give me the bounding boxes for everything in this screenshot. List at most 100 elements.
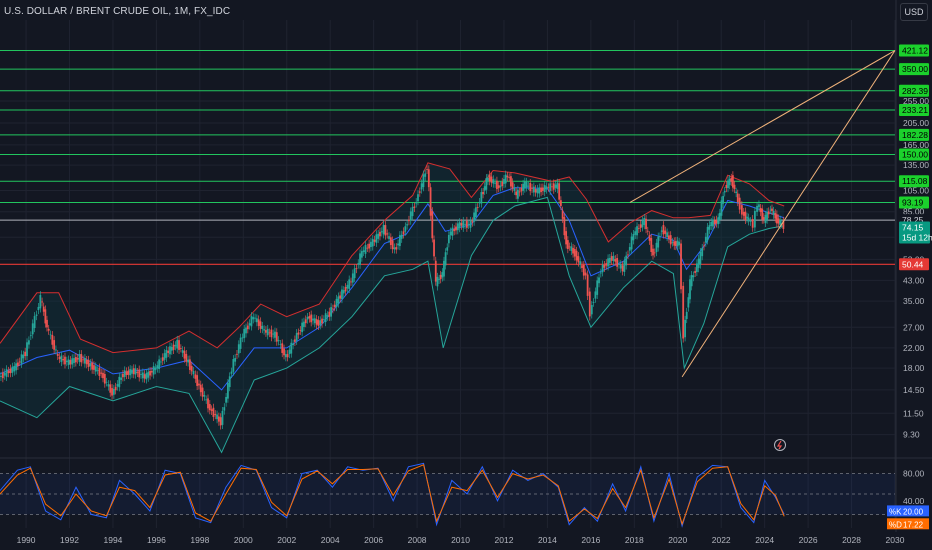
candle-body [556, 182, 559, 190]
candle-body [114, 386, 117, 391]
candle-body [105, 381, 108, 383]
candle-body [704, 236, 707, 243]
candle-body [122, 373, 124, 378]
x-tick-label: 2030 [886, 535, 905, 545]
candle-body [518, 191, 521, 193]
candle-body [740, 205, 743, 215]
candle-body [444, 252, 447, 266]
level-tag: 421.12 [902, 45, 928, 55]
candle-body [694, 271, 697, 273]
y-tick-label: 85.00 [903, 207, 925, 217]
candle-body [384, 225, 387, 236]
candle-body [179, 348, 182, 350]
candle-body [464, 223, 466, 225]
candle-body [230, 371, 233, 374]
candle-body [676, 240, 679, 247]
candle-body [3, 372, 6, 376]
candle-body [774, 213, 777, 219]
candle-body [685, 311, 688, 319]
candle-body [577, 256, 580, 263]
candle-body [158, 359, 161, 370]
candle-body [154, 367, 157, 371]
candle-body [362, 250, 365, 252]
candle-body [263, 329, 266, 331]
candle-body [551, 186, 553, 188]
stoch-d-tag-label: %D [889, 520, 902, 529]
stoch-d-tag-value: 17.22 [903, 520, 924, 529]
candle-body [777, 218, 780, 224]
candle-body [373, 239, 376, 242]
candle-body [42, 306, 45, 312]
candle-body [24, 351, 27, 357]
candle-body [614, 259, 617, 262]
candle-body [455, 226, 457, 231]
x-tick-label: 2012 [495, 535, 514, 545]
candle-body [453, 229, 456, 232]
candle-body [132, 368, 135, 375]
candle-body [634, 231, 637, 235]
candle-body [232, 359, 235, 372]
candle-body [568, 246, 571, 248]
candle-body [469, 220, 472, 228]
candle-body [28, 340, 30, 345]
candle-body [315, 319, 318, 325]
level-tag: 282.39 [902, 86, 928, 96]
candle-body [140, 374, 142, 375]
candle-body [245, 327, 247, 334]
candle-body [322, 319, 325, 321]
candle-body [503, 179, 505, 184]
candle-body [243, 328, 246, 339]
candle-body [380, 231, 383, 233]
candle-body [203, 395, 206, 397]
candle-body [650, 238, 653, 253]
candle-body [449, 231, 452, 236]
candle-body [594, 291, 597, 299]
currency-button[interactable]: USD [900, 3, 928, 21]
candle-body [100, 372, 103, 374]
stoch-k-tag-value: 20.00 [903, 507, 924, 516]
candle-body [531, 187, 533, 189]
candle-body [172, 344, 175, 350]
candle-body [462, 220, 465, 228]
candle-body [156, 365, 159, 369]
candle-body [178, 340, 180, 350]
level-tag-bg [899, 258, 929, 271]
x-tick-label: 1990 [17, 535, 36, 545]
candle-body [71, 358, 74, 365]
level-tag: 93.19 [902, 197, 924, 207]
candle-body [520, 187, 523, 192]
candle-body [501, 181, 504, 187]
candle-body [129, 369, 132, 376]
x-tick-label: 2022 [712, 535, 731, 545]
level-tag-bg [899, 104, 929, 117]
candle-body [733, 184, 736, 189]
candle-body [621, 265, 624, 272]
candle-body [710, 221, 713, 226]
candle-body [319, 320, 322, 326]
candle-body [480, 192, 483, 204]
trend-line [629, 50, 896, 203]
candle-body [310, 314, 313, 323]
candle-body [475, 207, 477, 218]
candle-body [183, 350, 186, 359]
candle-body [96, 370, 99, 372]
candle-body [715, 219, 718, 224]
candle-body [746, 216, 748, 219]
candle-body [395, 247, 398, 250]
candle-body [337, 296, 340, 304]
candle-body [33, 316, 36, 329]
candle-body [411, 207, 414, 217]
level-tag: 233.21 [902, 105, 928, 115]
candle-body [339, 295, 342, 299]
candle-body [312, 318, 314, 321]
candle-body [328, 311, 331, 317]
candle-body [603, 264, 606, 268]
candle-body [277, 340, 280, 342]
candle-body [304, 319, 307, 324]
candle-body [543, 185, 546, 193]
candle-body [73, 358, 75, 363]
candle-body [678, 241, 681, 246]
candle-body [655, 242, 658, 253]
candle-body [596, 280, 599, 295]
